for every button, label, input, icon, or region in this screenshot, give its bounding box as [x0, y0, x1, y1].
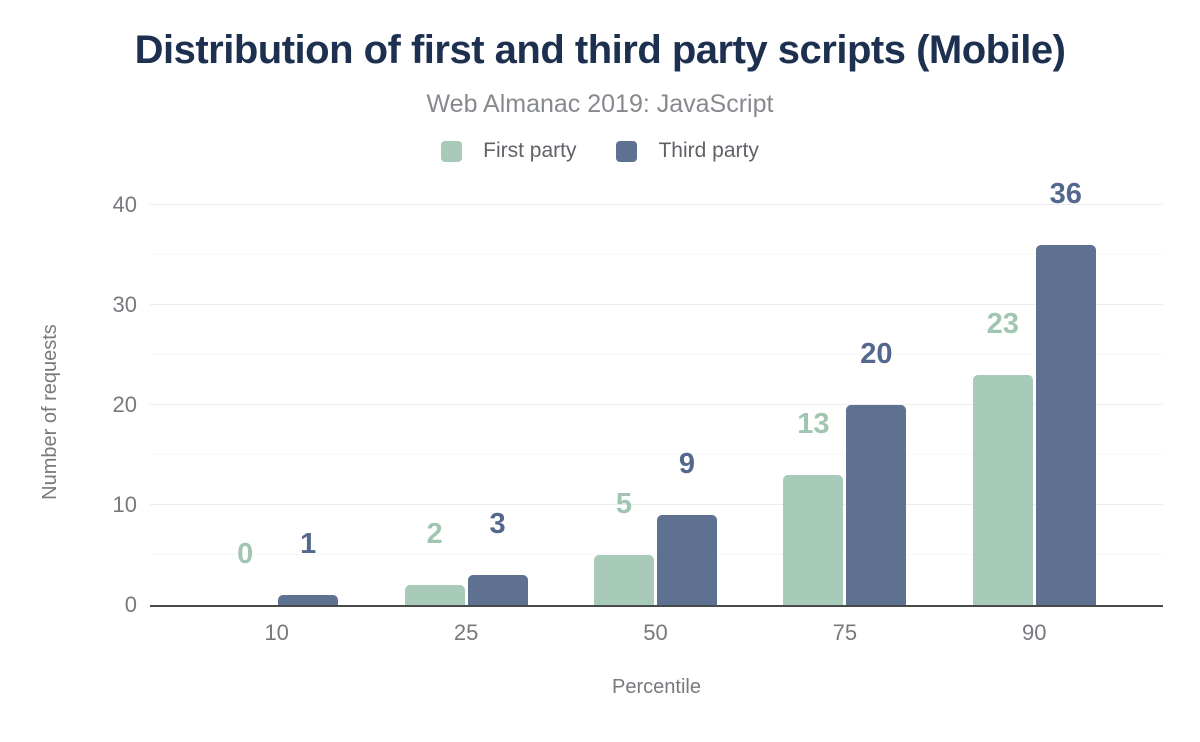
bar-first-party-p90[interactable]: [972, 375, 1033, 605]
plot-area: 0 10 20 30 40 10 0 1 25 2 3 50 5 9 75 13 20 90 23 36: [113, 178, 1163, 645]
y-tick-label: 30: [112, 292, 137, 317]
y-tick-label: 40: [112, 192, 137, 217]
bar-value-label-third-party-p10: 1: [300, 528, 317, 560]
bar-third-party-p50[interactable]: [657, 515, 717, 605]
x-tick-label: 75: [832, 620, 858, 645]
bar-third-party-p90[interactable]: [1035, 245, 1096, 605]
bar-value-label-third-party-p50: 9: [678, 448, 696, 480]
bar-value-label-first-party-p75: 13: [797, 408, 830, 440]
gridline-minor: [150, 254, 1163, 255]
y-tick-label: 10: [112, 492, 137, 517]
y-tick-label: 0: [124, 592, 137, 617]
gridline-major: [150, 204, 1163, 205]
bar-third-party-p75[interactable]: [846, 405, 907, 605]
bar-value-label-first-party-p25: 2: [426, 518, 443, 550]
legend-label-third-party: Third party: [658, 139, 759, 162]
gridline-minor: [150, 554, 1163, 555]
x-tick-label: 25: [453, 620, 479, 645]
y-tick-label: 20: [112, 392, 137, 417]
bar-value-label-first-party-p50: 5: [615, 488, 633, 520]
gridline-minor: [150, 354, 1163, 355]
gridline-major: [150, 404, 1163, 405]
gridline-major: [150, 504, 1163, 505]
bar-value-label-third-party-p90: 36: [1049, 178, 1082, 210]
legend: First party Third party: [0, 139, 1200, 163]
chart-title: Distribution of first and third party sc…: [134, 28, 1066, 72]
bar-third-party-p25[interactable]: [467, 575, 528, 605]
bar-first-party-p25[interactable]: [404, 585, 465, 605]
legend-swatch-first-party: [441, 140, 463, 162]
legend-label-first-party: First party: [483, 139, 577, 162]
bar-value-label-third-party-p25: 3: [489, 508, 506, 540]
bar-value-label-first-party-p90: 23: [986, 308, 1019, 340]
y-axis-title: Number of requests: [39, 324, 61, 500]
x-axis-title: Percentile: [612, 676, 701, 698]
bar-third-party-p10[interactable]: [278, 595, 339, 605]
chart-subtitle: Web Almanac 2019: JavaScript: [426, 90, 774, 118]
legend-item-first-party[interactable]: First party: [441, 139, 576, 163]
legend-swatch-third-party: [616, 140, 638, 162]
x-tick-label: 90: [1022, 620, 1047, 645]
x-tick-label: 50: [643, 620, 668, 645]
gridline-major: [150, 304, 1163, 305]
legend-item-third-party[interactable]: Third party: [616, 139, 759, 163]
x-tick-label: 10: [264, 620, 289, 645]
bar-value-label-first-party-p10: 0: [237, 538, 254, 570]
bar-value-label-third-party-p75: 20: [860, 338, 893, 370]
bar-first-party-p50[interactable]: [594, 555, 654, 605]
x-axis-line: [150, 605, 1163, 607]
gridline-minor: [150, 454, 1163, 455]
bar-first-party-p75[interactable]: [783, 475, 844, 605]
